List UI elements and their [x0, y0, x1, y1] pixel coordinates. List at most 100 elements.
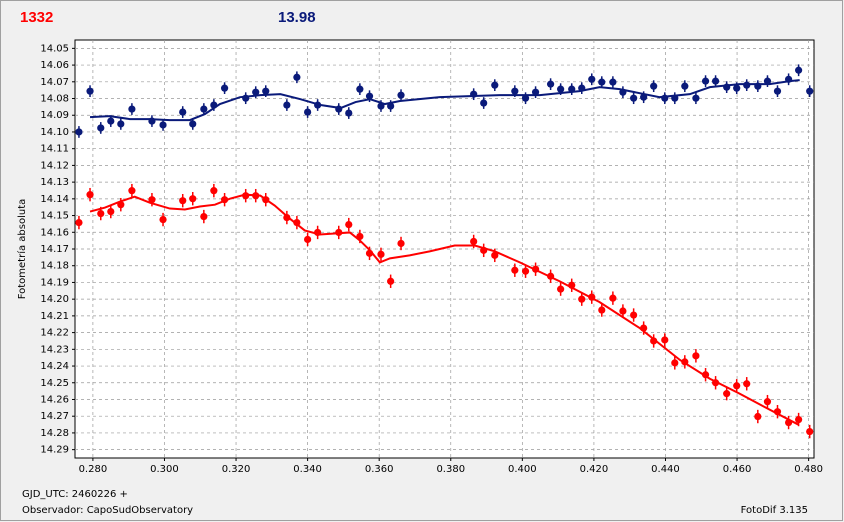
data-point: [701, 371, 710, 379]
data-point: [609, 294, 617, 302]
data-point: [283, 101, 291, 109]
data-point: [86, 87, 94, 95]
plot-area: [74, 39, 815, 459]
data-point: [335, 105, 343, 113]
y-tick-label: 14.09: [40, 110, 69, 121]
data-point: [743, 380, 751, 388]
y-tick-label: 14.24: [40, 361, 69, 372]
data-point: [521, 94, 530, 102]
y-tick-label: 14.21: [40, 311, 69, 322]
header-left: 1332: [20, 9, 53, 26]
data-point: [293, 73, 301, 81]
y-tick-label: 14.11: [40, 144, 69, 155]
data-point: [661, 336, 669, 344]
data-point: [763, 398, 772, 406]
y-tick-label: 14.19: [40, 277, 69, 288]
data-point: [397, 91, 405, 99]
data-point: [661, 94, 669, 102]
data-point: [252, 192, 260, 200]
x-tick-label: 0.320: [222, 464, 251, 475]
header-right: 13.98: [278, 9, 316, 26]
data-point: [304, 108, 312, 116]
x-tick-label: 0.300: [150, 464, 179, 475]
data-point: [547, 80, 555, 88]
data-point: [128, 187, 136, 195]
data-point: [795, 66, 803, 74]
data-point: [640, 93, 648, 101]
x-tick-label: 0.280: [79, 464, 108, 475]
y-tick-label: 14.18: [40, 261, 69, 272]
data-point: [511, 266, 519, 274]
data-point: [345, 109, 353, 117]
data-point: [598, 306, 606, 314]
data-point: [148, 117, 156, 125]
x-tick-label: 0.420: [580, 464, 609, 475]
data-point: [650, 82, 658, 90]
data-point: [304, 235, 312, 244]
y-tick-label: 14.26: [40, 394, 69, 405]
data-point: [387, 277, 395, 285]
data-point: [650, 337, 658, 345]
data-point: [128, 105, 136, 113]
data-point: [189, 195, 197, 203]
data-point: [711, 379, 720, 387]
data-point: [252, 88, 260, 96]
data-point: [806, 427, 814, 436]
data-point: [117, 201, 125, 209]
data-point: [681, 82, 689, 90]
data-point: [806, 87, 814, 95]
y-tick-label: 14.07: [40, 77, 69, 88]
data-point: [568, 281, 576, 289]
data-point: [293, 218, 301, 227]
data-point: [598, 78, 606, 86]
data-point: [754, 82, 762, 90]
x-tick-label: 0.460: [723, 464, 752, 475]
y-tick-label: 14.22: [40, 328, 69, 339]
x-tick-label: 0.400: [508, 464, 537, 475]
x-tick-label: 0.480: [794, 464, 823, 475]
data-point: [491, 251, 499, 259]
data-point: [743, 81, 751, 89]
data-point: [107, 117, 115, 125]
data-point: [117, 120, 125, 128]
data-point: [671, 359, 679, 367]
data-point: [242, 94, 250, 102]
data-point: [588, 293, 596, 301]
data-point: [179, 108, 187, 116]
data-point: [356, 232, 364, 241]
y-tick-label: 14.12: [40, 160, 69, 171]
data-point: [795, 415, 803, 424]
data-point: [588, 75, 596, 83]
y-tick-label: 14.15: [40, 211, 69, 222]
y-axis-label: Fotometría absoluta: [16, 199, 28, 300]
data-point: [220, 84, 229, 92]
data-point: [356, 85, 364, 93]
y-tick-label: 14.23: [40, 344, 69, 355]
footer-date: GJD_UTC: 2460226 +: [22, 489, 128, 500]
data-point: [578, 295, 586, 303]
data-point: [148, 196, 156, 204]
y-tick-label: 14.20: [40, 294, 69, 305]
data-point: [733, 382, 741, 390]
y-tick-label: 14.13: [40, 177, 69, 188]
y-tick-label: 14.25: [40, 378, 69, 389]
data-point: [568, 85, 576, 93]
data-point: [531, 88, 540, 96]
y-tick-label: 14.10: [40, 127, 69, 138]
data-point: [511, 87, 519, 95]
data-point: [619, 88, 627, 96]
data-point: [701, 77, 710, 85]
data-point: [547, 272, 555, 280]
data-point: [314, 101, 322, 109]
footer-observer: Observador: CapoSudObservatory: [22, 505, 193, 516]
data-point: [640, 324, 648, 332]
data-point: [681, 358, 689, 366]
data-point: [107, 207, 115, 216]
y-tick-label: 14.08: [40, 94, 69, 105]
data-point: [387, 102, 395, 110]
y-tick-label: 14.27: [40, 411, 69, 422]
data-point: [335, 228, 343, 237]
data-point: [314, 228, 322, 237]
data-point: [557, 285, 565, 293]
